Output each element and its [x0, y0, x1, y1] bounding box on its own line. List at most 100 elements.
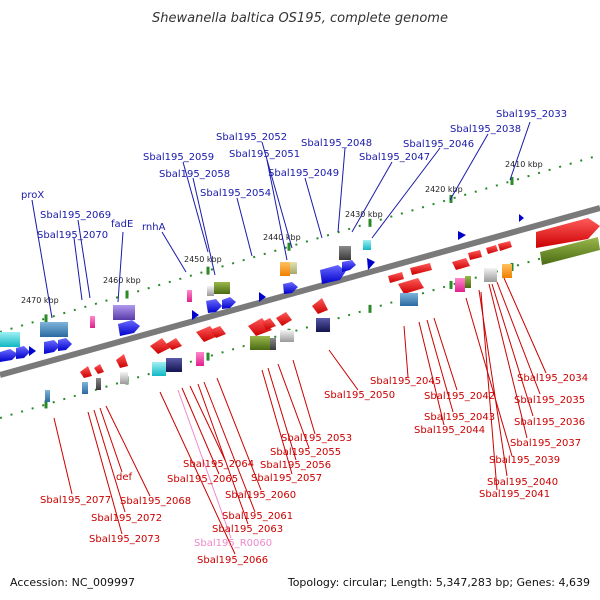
major-tick-mark	[44, 314, 48, 323]
gene-arrow	[276, 312, 292, 326]
gene-label-def: def	[116, 472, 133, 483]
gene-box	[196, 352, 204, 366]
gene-label-sbal195-2066: Sbal195_2066	[197, 555, 268, 566]
major-tick-mark	[510, 176, 514, 185]
gene-arrow	[536, 218, 600, 248]
gene-box	[250, 336, 270, 350]
forward-strand-genes	[0, 214, 600, 362]
gene-arrow	[222, 297, 236, 309]
gene-box	[207, 286, 214, 296]
gene-arrow	[206, 299, 222, 313]
gene-box	[465, 276, 471, 288]
gene-box	[90, 316, 95, 328]
gene-label-sbal195-2069: Sbal195_2069	[40, 210, 111, 221]
gene-arrow	[116, 354, 128, 368]
gene-label-sbal195-2051: Sbal195_2051	[229, 149, 300, 160]
gene-arrow	[367, 258, 375, 270]
major-tick-mark	[368, 304, 372, 313]
gene-label-sbal195-2056: Sbal195_2056	[260, 460, 331, 471]
gene-arrow	[262, 318, 276, 330]
gene-label-sbal195-2050: Sbal195_2050	[324, 390, 395, 401]
gene-arrow	[283, 282, 298, 294]
gene-label-sbal195-2052: Sbal195_2052	[216, 132, 287, 143]
gene-box	[280, 330, 294, 342]
gene-arrow	[320, 265, 346, 284]
gene-label-sbal195-2035: Sbal195_2035	[514, 395, 585, 406]
gene-box	[280, 262, 290, 276]
reverse-strand-genes	[45, 237, 600, 402]
gene-label-sbal195-2053: Sbal195_2053	[281, 433, 352, 444]
gene-arrow	[192, 310, 199, 320]
gene-label-sbal195-2041: Sbal195_2041	[479, 489, 550, 500]
major-tick-mark	[449, 280, 453, 289]
gene-box	[290, 262, 297, 274]
rna-callout-line	[177, 389, 232, 539]
gene-box	[484, 268, 497, 282]
gene-label-sbal195-2077: Sbal195_2077	[40, 495, 111, 506]
gene-arrow	[210, 326, 226, 338]
gene-box	[152, 362, 166, 376]
gene-label-sbal195-2042: Sbal195_2042	[424, 391, 495, 402]
top-gene-labels: Sbal195_2033 Sbal195_2038 Sbal195_2046 S…	[21, 109, 567, 241]
gene-label-sbal195-2068: Sbal195_2068	[120, 496, 191, 507]
gene-label-sbal195-2057: Sbal195_2057	[251, 473, 322, 484]
gene-arrow	[44, 340, 60, 354]
major-tick-mark	[206, 266, 210, 275]
gene-label-sbal195-r0060: Sbal195_R0060	[194, 538, 272, 549]
major-tick-mark	[287, 242, 291, 251]
gene-arrow	[410, 263, 432, 275]
major-tick-mark	[125, 290, 129, 299]
gene-label-sbal195-2073: Sbal195_2073	[89, 534, 160, 545]
gene-box	[82, 382, 88, 394]
tick-labels: 2410 kbp 2420 kbp 2430 kbp 2440 kbp 2450…	[21, 160, 543, 305]
tick-label-2410: 2410 kbp	[505, 160, 543, 169]
gene-box	[113, 305, 135, 320]
gene-label-sbal195-2040: Sbal195_2040	[487, 477, 558, 488]
bottom-gene-labels: Sbal195_2034 Sbal195_2035 Sbal195_2036 S…	[40, 373, 588, 566]
gene-label-sbal195-2046: Sbal195_2046	[403, 139, 474, 150]
gene-arrow	[486, 245, 498, 254]
gene-label-sbal195-2034: Sbal195_2034	[517, 373, 588, 384]
gene-arrow	[80, 366, 92, 378]
gene-box	[316, 318, 330, 332]
gene-box	[120, 372, 128, 384]
gene-box	[40, 322, 68, 337]
gene-label-sbal195-2064: Sbal195_2064	[183, 459, 254, 470]
gene-arrow	[498, 241, 512, 251]
gene-arrow	[248, 318, 272, 336]
gene-arrow	[0, 349, 18, 362]
major-tick-mark	[368, 218, 372, 227]
major-ticks	[44, 176, 514, 409]
gene-arrow	[166, 338, 182, 350]
gene-label-sbal195-2043: Sbal195_2043	[424, 412, 495, 423]
gene-arrow	[94, 364, 104, 374]
gene-label-sbal195-2065: Sbal195_2065	[167, 474, 238, 485]
gene-label-sbal195-2054: Sbal195_2054	[200, 188, 271, 199]
gene-arrow	[259, 292, 266, 302]
gene-arrow	[29, 346, 36, 356]
gene-label-sbal195-2033: Sbal195_2033	[496, 109, 567, 120]
gene-label-sbal195-2044: Sbal195_2044	[414, 425, 485, 436]
gene-arrow	[150, 338, 170, 354]
gene-box	[166, 358, 182, 372]
tick-label-2470: 2470 kbp	[21, 296, 59, 305]
top-callout-lines	[31, 121, 531, 319]
bottom-callout-lines	[53, 277, 547, 555]
gene-label-sbal195-2049: Sbal195_2049	[268, 168, 339, 179]
genome-backbone	[0, 205, 600, 378]
gene-box	[502, 264, 512, 278]
gene-box	[45, 390, 50, 402]
tick-label-2450: 2450 kbp	[184, 255, 222, 264]
gene-arrow	[452, 258, 470, 270]
gene-label-prox: proX	[21, 190, 44, 201]
gene-label-sbal195-2060: Sbal195_2060	[225, 490, 296, 501]
gene-label-sbal195-2059: Sbal195_2059	[143, 152, 214, 163]
gene-label-fade: fadE	[111, 219, 133, 230]
gene-arrow	[468, 250, 482, 260]
gene-label-sbal195-2072: Sbal195_2072	[91, 513, 162, 524]
gene-box	[270, 338, 276, 350]
gene-label-sbal195-2039: Sbal195_2039	[489, 455, 560, 466]
gene-label-sbal195-2063: Sbal195_2063	[212, 524, 283, 535]
